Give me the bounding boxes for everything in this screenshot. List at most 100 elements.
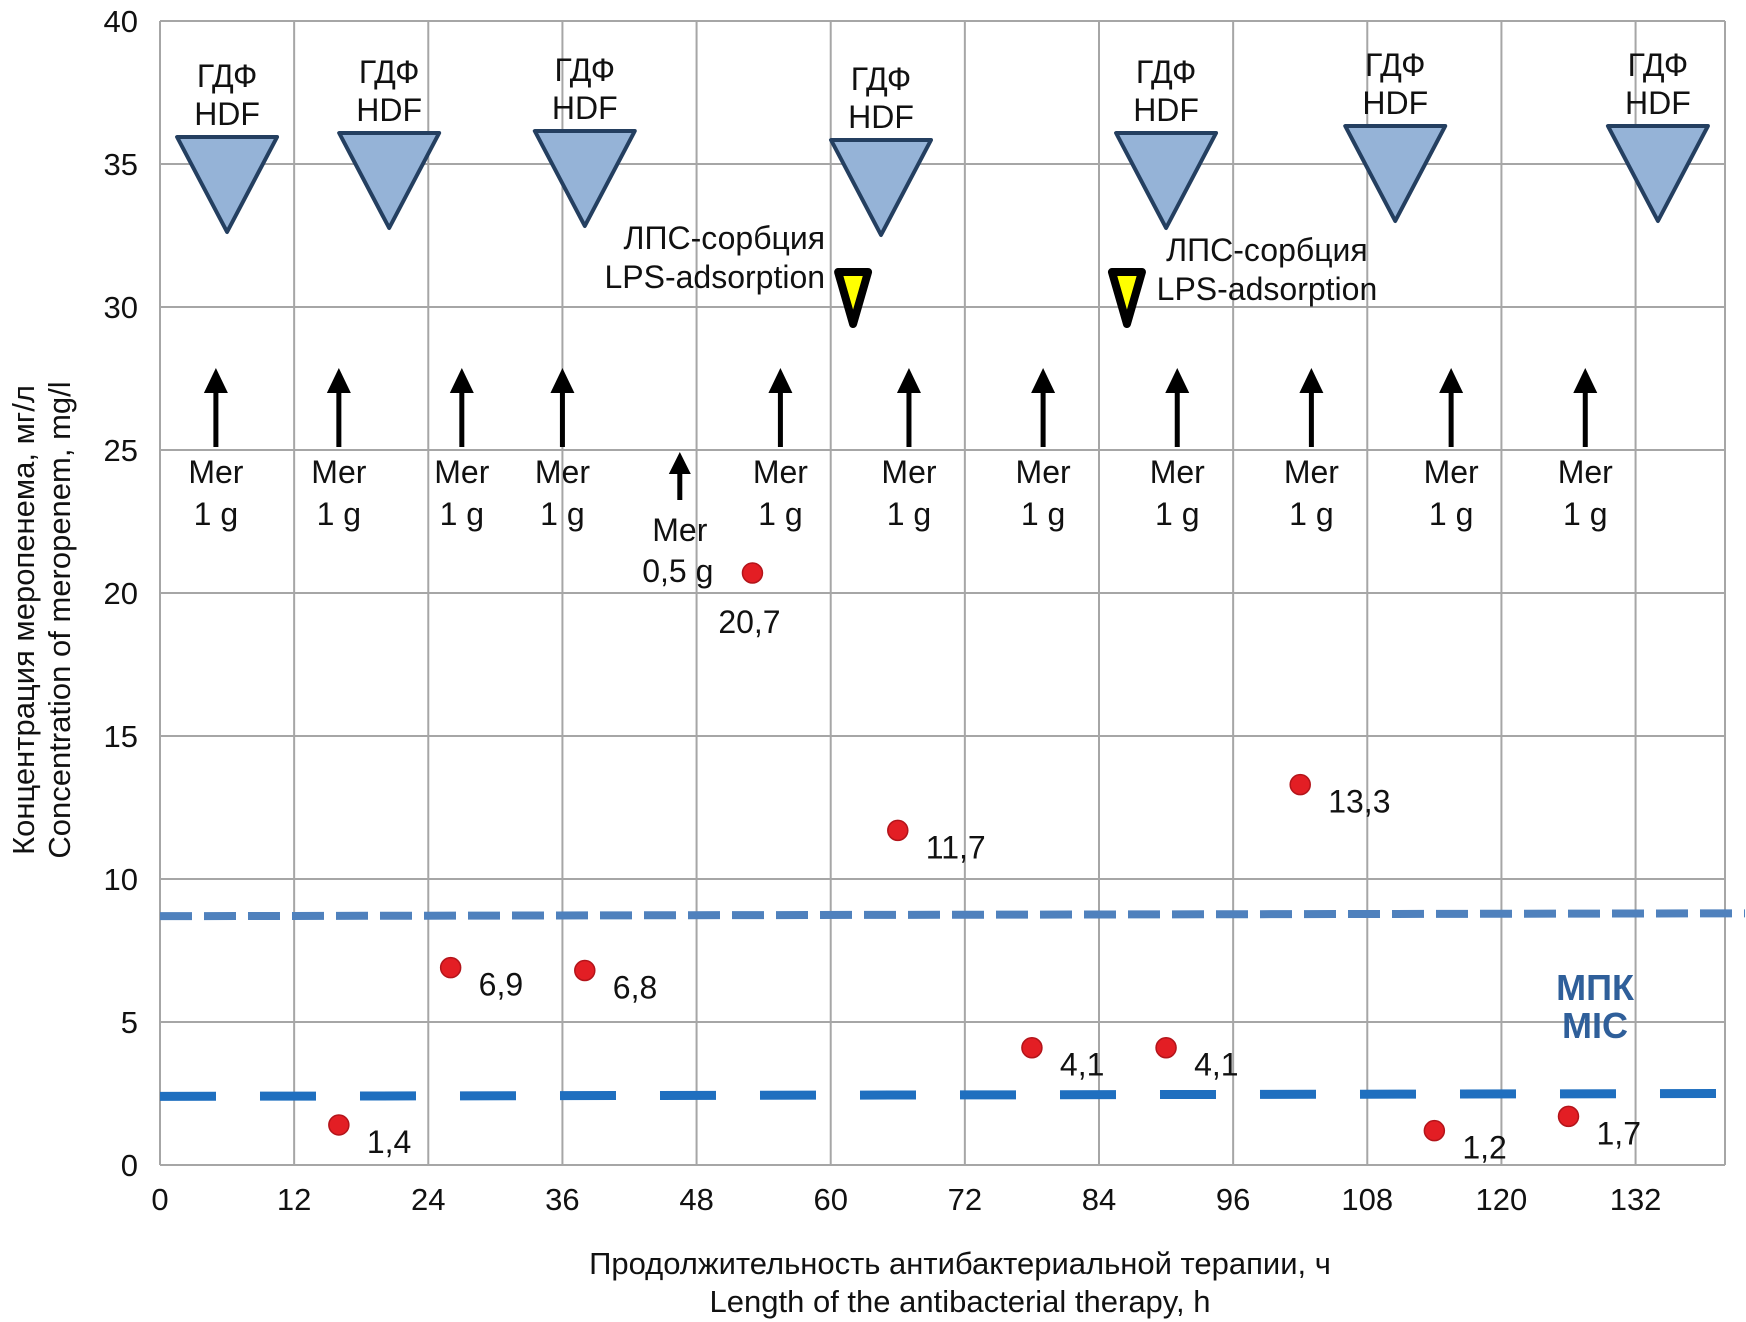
x-axis-title-ru: Продолжительность антибактериальной тера… [589,1246,1331,1281]
x-tick-label: 84 [1082,1182,1116,1217]
data-point [1289,773,1311,796]
hdf-label-ru: ГДФ [197,58,257,94]
hdf-label-ru: ГДФ [1365,47,1425,83]
y-tick-label: 10 [104,862,138,897]
up-arrow-icon [1031,368,1056,393]
hdf-triangle-icon [532,129,637,228]
dose-label-drug: Mer [753,454,808,490]
lps-label-en: LPS-adsorption [1157,271,1378,307]
y-tick-label: 30 [104,290,138,325]
hdf-label-ru: ГДФ [359,54,419,90]
data-point [1423,1119,1446,1142]
dose-label-amount: 1 g [758,496,802,532]
up-arrow-icon [449,368,474,393]
data-label: 6,8 [613,970,657,1006]
up-arrow-icon [1573,368,1598,393]
up-arrow-icon [1439,368,1464,393]
y-axis-title-en: Concentration of meropenem, mg/l [42,381,77,858]
data-point [574,959,596,982]
lps-label-ru: ЛПС-сорбция [623,220,825,256]
dose-label-drug: Mer [311,454,366,490]
hdf-label-ru: ГДФ [555,52,615,88]
hdf-triangle-icon [337,131,442,230]
lps-label-ru: ЛПС-сорбция [1166,232,1368,268]
x-tick-label: 120 [1476,1182,1528,1217]
x-tick-label: 48 [679,1182,713,1217]
y-tick-label: 35 [104,147,138,182]
x-tick-label: 132 [1610,1182,1662,1217]
hdf-triangle-icon [1605,124,1710,223]
up-arrow-icon [550,368,575,393]
dose-label-drug: Mer [1558,454,1613,490]
hdf-label-en: HDF [552,90,618,126]
data-point [439,956,462,979]
hdf-events: ГДФHDFГДФHDFГДФHDFГДФHDFГДФHDFГДФHDFГДФH… [175,47,1710,237]
axes: 0 5 10 15 20 25 30 35 40 0 12 24 36 48 60 72 84 96 108 120 1… [104,4,1662,1217]
up-arrow-icon [896,368,921,393]
data-label: 13,3 [1328,784,1390,820]
y-axis-title-ru: Концентрация меропенема, мг/л [6,385,41,855]
hdf-label-en: HDF [1362,85,1428,121]
dose-label-drug: Mer [434,454,489,490]
y-tick-label: 25 [104,433,138,468]
hdf-label-en: HDF [1625,85,1691,121]
dose-label-drug: Mer [1150,454,1205,490]
dose-label-amount: 1 g [194,496,238,532]
y-tick-label: 15 [104,719,138,754]
data-point [328,1114,350,1136]
x-tick-label: 72 [948,1182,982,1217]
mic-line [159,909,1746,921]
data-label: 6,9 [479,967,523,1003]
data-point [887,819,909,842]
lps-events: ЛПС-сорбцияLPS-adsorptionЛПС-сорбцияLPS-… [604,220,1378,328]
up-arrow-icon [768,368,793,393]
dose-label-amount: 1 g [1563,496,1607,532]
x-tick-label: 12 [277,1182,311,1217]
dose-label-drug: Mer [652,512,707,548]
x-tick-label: 24 [411,1182,445,1217]
up-arrow-icon [1299,368,1324,393]
x-tick-label: 36 [545,1182,579,1217]
data-label: 4,1 [1194,1047,1238,1083]
mic-line [159,1089,1746,1101]
data-points: 1,4 6,9 6,8 20,7 11,7 4,1 4,1 13,3 1,2 1,7 [328,562,1641,1166]
hdf-triangle-icon [829,138,934,237]
dose-label-amount: 1 g [540,496,584,532]
up-arrow-icon [326,368,351,393]
data-label: 1,2 [1462,1130,1506,1166]
data-point [1557,1105,1580,1128]
data-label: 1,7 [1597,1115,1641,1151]
dose-label-drug: Mer [535,454,590,490]
dose-label-amount: 1 g [440,496,484,532]
lps-triangle-icon [1107,268,1146,328]
y-tick-label: 5 [121,1005,138,1040]
data-label: 11,7 [926,829,986,865]
x-tick-label: 108 [1341,1182,1393,1217]
x-axis-title-en: Length of the antibacterial therapy, h [710,1284,1211,1319]
data-label: 1,4 [367,1124,411,1160]
data-label: 20,7 [718,604,780,640]
hdf-triangle-icon [1114,131,1219,230]
hdf-label-ru: ГДФ [1628,47,1688,83]
x-tick-label: 60 [813,1182,847,1217]
data-point [741,562,764,584]
mic-label-en: MIC [1562,1005,1628,1046]
dose-label-drug: Mer [188,454,243,490]
data-label: 4,1 [1060,1047,1104,1083]
dose-label-amount: 1 g [1021,496,1065,532]
hdf-label-ru: ГДФ [1136,54,1196,90]
dose-label-amount: 1 g [1289,496,1333,532]
lps-label-en: LPS-adsorption [604,259,825,295]
hdf-label-en: HDF [848,99,914,135]
hdf-label-ru: ГДФ [851,61,911,97]
dose-arrows: Mer 1 g Mer 1 g Mer 1 g Mer 1 g Mer 0,5 g Mer 1 g Me… [188,368,1613,589]
grid [159,20,1726,1166]
hdf-triangle-icon [175,135,280,234]
dose-label-drug: Mer [1016,454,1071,490]
dose-label-amount: 1 g [1155,496,1199,532]
dose-label-drug: Mer [881,454,936,490]
data-point [1155,1036,1177,1059]
dose-label-drug: Mer [1424,454,1479,490]
x-tick-label: 96 [1216,1182,1250,1217]
